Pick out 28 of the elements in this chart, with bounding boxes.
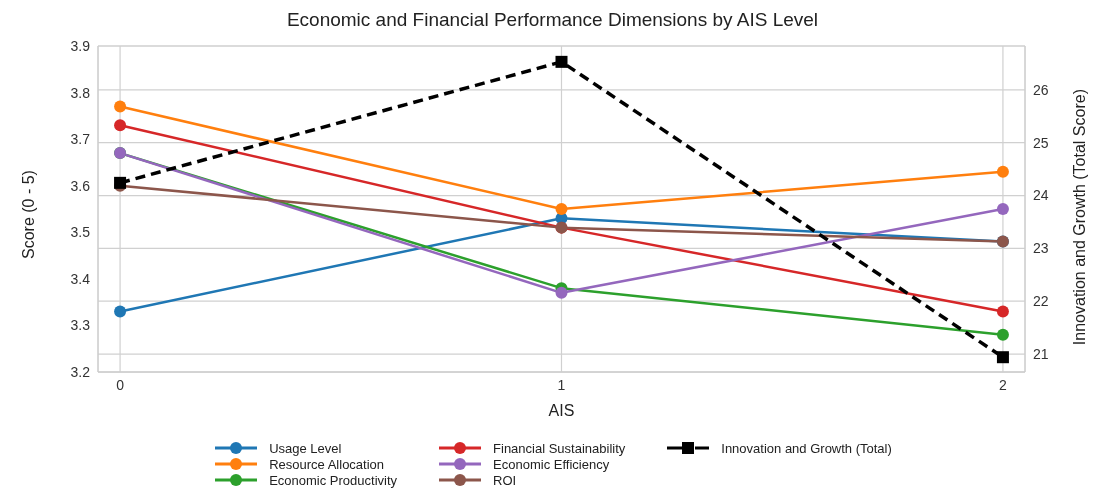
- y2-tick-label: 25: [1033, 134, 1049, 151]
- y2-tick-label: 22: [1033, 293, 1049, 310]
- y-tick-label: 3.3: [70, 317, 91, 334]
- y-axis-title: Score (0 - 5): [19, 170, 37, 259]
- x-tick-label: 2: [999, 376, 1008, 393]
- legend-label: Economic Efficiency: [493, 456, 610, 472]
- y2-tick-label: 23: [1033, 240, 1049, 257]
- y2-tick-label: 26: [1033, 81, 1049, 98]
- x-axis-title: AIS: [548, 402, 575, 419]
- legend-label: Financial Sustainability: [493, 440, 626, 456]
- x-tick-label: 0: [116, 376, 125, 393]
- y-tick-label: 3.5: [70, 224, 91, 241]
- legend-label: Innovation and Growth (Total): [721, 440, 892, 456]
- y-tick-label: 3.8: [70, 84, 91, 101]
- y-tick-label: 3.4: [70, 270, 91, 287]
- y2-tick-label: 21: [1033, 346, 1049, 363]
- legend-label: ROI: [493, 472, 517, 488]
- y-tick-label: 3.6: [70, 177, 91, 194]
- y2-axis-title: Innovation and Growth (Total Score): [1070, 89, 1088, 346]
- legend-label: Usage Level: [269, 440, 342, 456]
- y2-tick-label: 24: [1033, 187, 1049, 204]
- y-tick-label: 3.9: [70, 37, 91, 54]
- legend-label: Resource Allocation: [269, 456, 385, 472]
- y-tick-label: 3.7: [70, 131, 91, 148]
- x-tick-label: 1: [557, 376, 566, 393]
- chart-title: Economic and Financial Performance Dimensions by AIS Level: [285, 8, 820, 32]
- y-tick-label: 3.2: [70, 363, 91, 380]
- legend-label: Economic Productivity: [269, 472, 398, 488]
